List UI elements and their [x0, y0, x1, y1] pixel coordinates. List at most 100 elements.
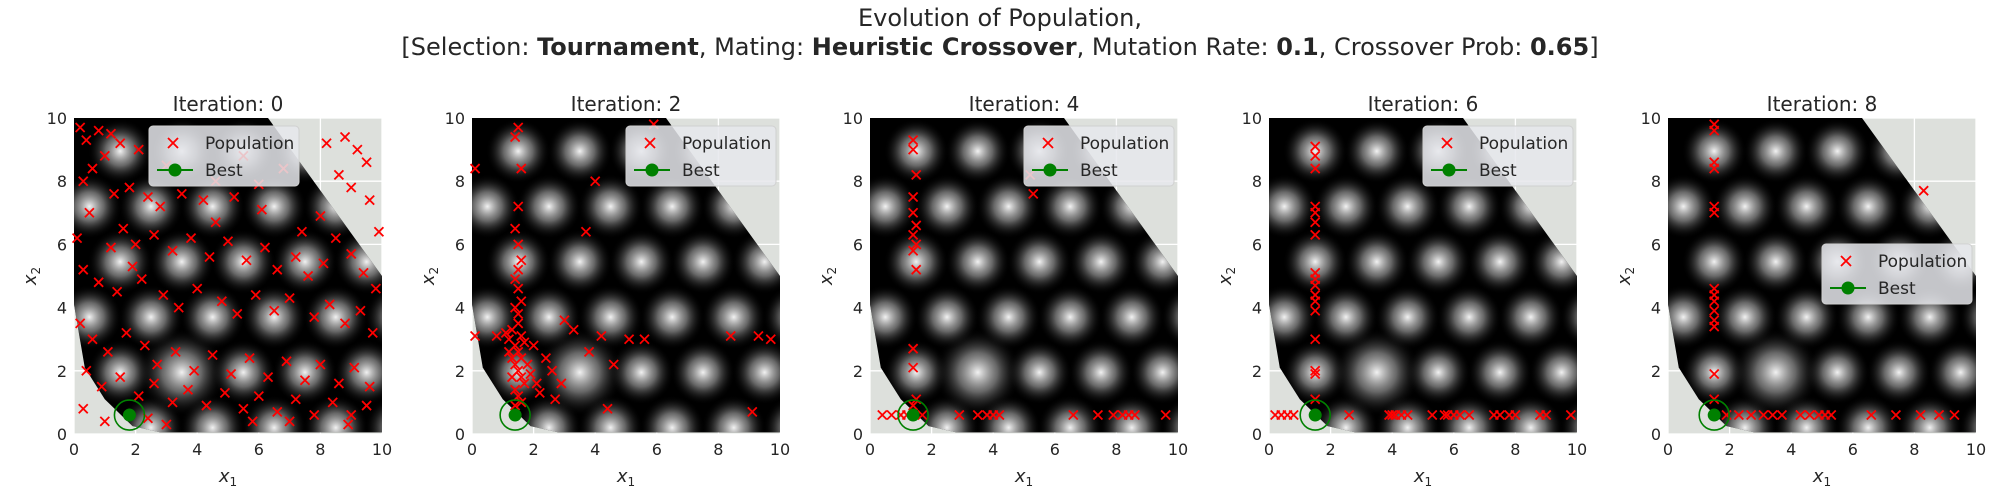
population-point: [284, 416, 295, 427]
population-point: [1776, 409, 1788, 421]
y-tick-label: 6: [455, 235, 465, 254]
legend-population-marker: [1441, 137, 1453, 149]
heatmap-peak: [1732, 328, 1820, 417]
heatmap-peak: [1130, 229, 1178, 295]
heatmap-peak: [883, 118, 949, 184]
best-ring: [113, 399, 146, 431]
population-point: [299, 375, 311, 386]
population-point: [516, 371, 527, 383]
legend: Population Best: [148, 125, 300, 187]
population-point: [309, 409, 320, 421]
population-point: [93, 125, 104, 136]
population-point: [1108, 409, 1119, 421]
heatmap-peak: [180, 174, 245, 239]
heatmap-peak: [1282, 118, 1348, 184]
population-point: [78, 264, 89, 275]
population-point: [290, 394, 301, 405]
heatmap-peak: [670, 229, 736, 295]
population-point: [148, 229, 160, 241]
population-point: [519, 378, 530, 389]
heatmap-peak: [1835, 395, 1901, 433]
best-ring: [897, 399, 929, 431]
best-ring: [499, 399, 531, 431]
population-point: [1915, 409, 1926, 421]
heatmap-peak: [1436, 395, 1502, 433]
population-point: [608, 359, 619, 370]
mating-label: , Mating:: [698, 33, 812, 61]
population-point: [1310, 163, 1321, 174]
population-point: [907, 191, 919, 203]
x-axis-label: x1: [1014, 466, 1033, 489]
population-point: [1494, 409, 1506, 421]
population-point: [753, 330, 764, 342]
population-point: [207, 349, 218, 361]
heatmap-peak: [485, 229, 551, 295]
heatmap-peak: [1375, 174, 1440, 239]
population-point: [639, 334, 650, 345]
population-point: [105, 242, 117, 253]
x-tick-label: 10: [770, 440, 790, 459]
heatmap-peak: [1282, 340, 1348, 405]
population-point: [192, 283, 203, 294]
population-point: [1310, 365, 1321, 376]
population-point: [516, 163, 527, 174]
panel-title: Iteration: 4: [969, 92, 1080, 116]
y-tick-label: 4: [853, 299, 863, 318]
y-tick-label: 8: [57, 172, 67, 191]
legend-best-label: Best: [205, 161, 243, 181]
population-point: [222, 236, 234, 247]
population-point: [105, 128, 117, 139]
legend-population-label: Population: [1878, 252, 1967, 272]
heatmap-peak: [945, 118, 1011, 184]
population-point: [290, 251, 301, 263]
population-point: [1826, 409, 1837, 421]
heatmap-peak: [1375, 395, 1440, 433]
population-point: [531, 378, 542, 389]
population-point: [108, 188, 120, 199]
population-point: [367, 327, 378, 339]
heatmap-peak: [1099, 395, 1165, 433]
population-point: [506, 371, 518, 383]
selection-value: Tournament: [537, 33, 699, 61]
x-tick-label: 0: [1264, 440, 1274, 459]
population-markers: [1709, 119, 1960, 421]
population-point: [111, 286, 123, 297]
heatmap-peak: [914, 284, 980, 350]
x-tick-label: 4: [988, 440, 998, 459]
heatmap-peak: [118, 174, 184, 239]
population-point: [75, 122, 86, 133]
population-point: [516, 330, 527, 342]
population-markers: [1270, 141, 1576, 421]
best-ring: [1299, 399, 1331, 431]
population-point: [333, 169, 345, 181]
population-point: [167, 245, 178, 256]
x-tick-label: 10: [1966, 440, 1986, 459]
population-point: [1541, 409, 1552, 421]
heatmap-peak: [883, 340, 949, 405]
legend-best-label: Best: [682, 161, 720, 181]
population-point: [115, 138, 126, 149]
heatmap-peak: [1866, 340, 1932, 405]
population-point: [352, 144, 363, 155]
x-tick-label: 0: [1663, 440, 1673, 459]
heatmap-peak: [334, 340, 382, 405]
x-axis-label: x1: [1413, 466, 1432, 489]
heatmap-peak: [1774, 395, 1839, 433]
x-tick-label: 6: [1848, 440, 1858, 459]
x-tick-label: 8: [713, 440, 723, 459]
x-axis-label: x1: [616, 466, 635, 489]
y-tick-label: 6: [1651, 235, 1661, 254]
x-tick-label: 4: [1387, 440, 1397, 459]
legend-population-label: Population: [205, 134, 294, 154]
population-point: [1510, 409, 1521, 421]
heatmap-peak: [180, 395, 245, 433]
population-point: [358, 267, 369, 278]
x-tick-label: 0: [69, 440, 79, 459]
heatmap-peak: [1560, 284, 1577, 350]
legend-population-marker: [644, 137, 656, 149]
heatmap-peak: [241, 174, 307, 239]
heatmap-peak: [870, 174, 918, 239]
x-tick-label: 6: [254, 440, 264, 459]
